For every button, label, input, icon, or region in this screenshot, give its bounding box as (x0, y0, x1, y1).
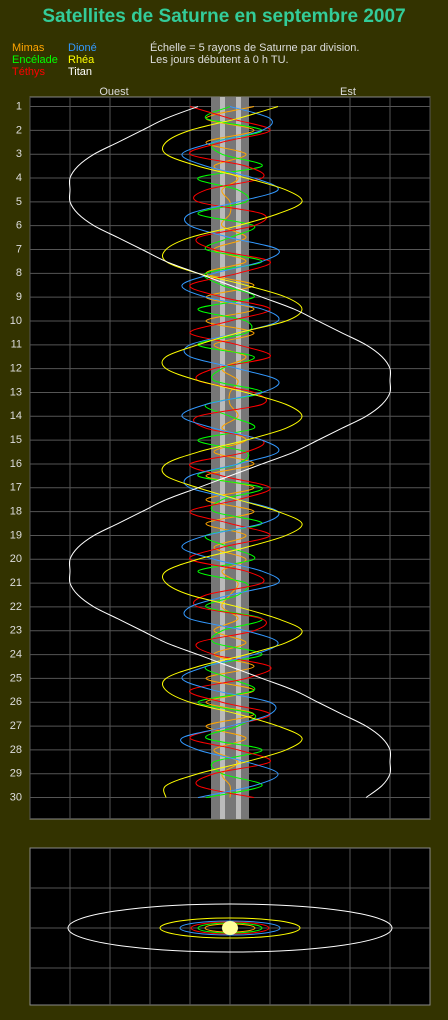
y-tick-label: 6 (16, 220, 22, 232)
legend-entry: Encélade (12, 54, 58, 66)
orbit-titan (67, 903, 393, 953)
y-tick-label: 3 (16, 148, 22, 160)
y-tick-label: 2 (16, 124, 22, 136)
y-tick-label: 27 (10, 720, 22, 732)
orbit-view (29, 847, 431, 1006)
y-tick-label: 15 (10, 434, 22, 446)
satellite-curve (205, 106, 255, 798)
y-tick-label: 28 (10, 744, 22, 756)
y-tick-label: 21 (10, 577, 22, 589)
y-tick-label: 1 (16, 100, 22, 112)
legend-entry: Téthys (12, 66, 46, 78)
ring-stripe (220, 97, 225, 819)
y-tick-label: 20 (10, 553, 22, 565)
orbit-grid (30, 848, 430, 1005)
chart-title: Satellites de Saturne en septembre 2007 (42, 6, 405, 27)
y-tick-label: 24 (10, 648, 22, 660)
satellite-curve (161, 106, 303, 798)
y-tick-label: 12 (10, 363, 22, 375)
y-tick-label: 10 (10, 315, 22, 327)
y-tick-label: 8 (16, 267, 22, 279)
legend-entry: Dioné (68, 42, 97, 54)
y-tick-label: 19 (10, 529, 22, 541)
y-tick-label: 14 (10, 410, 22, 422)
west-label: Ouest (99, 86, 128, 98)
orbit-rhea (159, 917, 301, 939)
y-tick-label: 23 (10, 625, 22, 637)
y-tick-label: 26 (10, 696, 22, 708)
y-tick-label: 13 (10, 386, 22, 398)
y-tick-label: 25 (10, 672, 22, 684)
satellite-curve (68, 106, 392, 798)
y-tick-label: 29 (10, 768, 22, 780)
satellite-curve (180, 106, 280, 799)
legend-entry: Mimas (12, 42, 45, 54)
y-tick-label: 11 (11, 339, 22, 351)
satellite-curve (189, 106, 272, 799)
y-tick-label: 16 (10, 458, 22, 470)
note: Les jours débutent à 0 h TU. (150, 54, 289, 66)
y-tick-label: 5 (16, 196, 22, 208)
y-tick-label: 9 (16, 291, 22, 303)
saturn (222, 921, 238, 935)
y-tick-label: 22 (10, 601, 22, 613)
note: Échelle = 5 rayons de Saturne par divisi… (150, 41, 359, 54)
y-tick-label: 30 (10, 791, 22, 803)
y-tick-label: 18 (10, 506, 22, 518)
legend-entry: Titan (68, 66, 92, 78)
east-label: Est (340, 86, 356, 98)
legend-entry: Rhéa (68, 54, 95, 66)
y-tick-label: 7 (16, 243, 22, 255)
y-tick-label: 17 (10, 482, 22, 494)
y-tick-label: 4 (16, 172, 22, 184)
ring-stripe (236, 97, 241, 819)
